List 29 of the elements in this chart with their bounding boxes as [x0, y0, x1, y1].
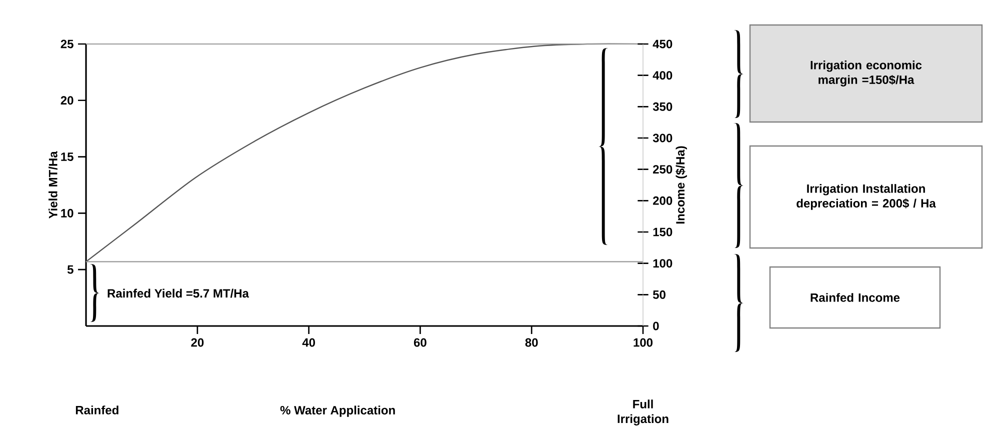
x-tick-label: 40 — [302, 338, 315, 347]
y2-tick-label: 150 — [653, 228, 672, 236]
x-tick-label: 80 — [525, 338, 538, 347]
y2-tick-label: 50 — [652, 290, 666, 299]
y2-tick-label: 0 — [653, 322, 659, 330]
y-tick-label: 15 — [61, 152, 74, 161]
y2-tick-label: 400 — [652, 71, 672, 80]
y2-tick-label: 350 — [652, 102, 672, 111]
x-axis-title: % Water Application — [280, 406, 395, 417]
y2-axis-title: Income ($/Ha) — [676, 146, 687, 224]
text: Full Irrigation — [618, 400, 668, 426]
y2-tick-label: 450 — [652, 40, 672, 48]
x-tick-label: 100 — [634, 338, 653, 347]
x-tick-label: 60 — [414, 338, 426, 347]
y-tick-label: 5 — [67, 265, 74, 274]
y-tick-label: 20 — [60, 96, 74, 105]
y2-tick-label: 100 — [653, 259, 672, 268]
annotation: Rainfed Yield =5.7 MT/Ha — [108, 288, 249, 298]
y-tick-label: 25 — [60, 40, 74, 48]
y-axis-title: Yield MT/Ha — [48, 151, 58, 219]
text: Rainfed Income — [810, 293, 900, 302]
y2-tick-label: 200 — [653, 196, 672, 205]
y2-tick-label: 250 — [653, 165, 672, 174]
text: Rainfed — [76, 406, 118, 414]
text: Irrigation economic margin =150$/Ha — [810, 60, 922, 86]
y2-tick-label: 300 — [652, 134, 672, 142]
text: Irrigation Installation depreciation = 200$ / Ha — [796, 184, 936, 210]
y-tick-label: 10 — [61, 208, 74, 218]
x-tick-label: 20 — [191, 338, 204, 347]
